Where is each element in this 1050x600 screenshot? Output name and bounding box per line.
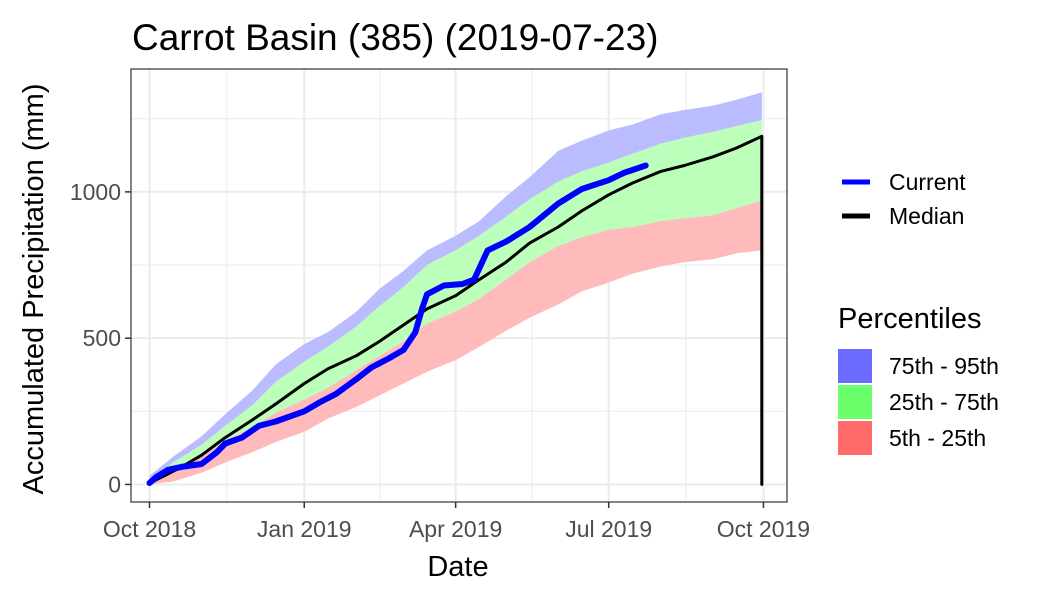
- band-25th-75th: [149, 120, 762, 483]
- chart-title: Carrot Basin (385) (2019-07-23): [132, 17, 658, 58]
- legend-label-current: Current: [889, 169, 966, 195]
- legend: Current Median Percentiles 75th - 95th 25th …: [838, 169, 999, 455]
- x-tick-label: Jan 2019: [257, 516, 352, 542]
- x-tick-label: Oct 2019: [717, 516, 810, 542]
- y-tick-label: 500: [83, 325, 121, 351]
- plot-border: [130, 68, 788, 503]
- x-tick-label: Apr 2019: [409, 516, 502, 542]
- x-tick-label: Oct 2018: [103, 516, 196, 542]
- legend-label-median: Median: [889, 203, 964, 229]
- x-tick-label: Jul 2019: [565, 516, 652, 542]
- legend-percentiles-title: Percentiles: [838, 303, 981, 335]
- legend-label-band-2: 25th - 75th: [889, 389, 999, 415]
- y-axis-title: Accumulated Precipitation (mm): [18, 84, 50, 495]
- series-line-current: [146, 162, 649, 486]
- band-75th-95th: [149, 92, 762, 481]
- legend-swatch-band-3: [838, 421, 872, 455]
- legend-label-band-1: 75th - 95th: [889, 353, 999, 379]
- series-line-median: [148, 134, 764, 486]
- y-tick-label: 0: [108, 471, 121, 497]
- legend-label-band-3: 5th - 25th: [889, 425, 986, 451]
- legend-swatch-band-2: [838, 385, 872, 419]
- plot-area: [130, 68, 788, 503]
- legend-swatch-band-1: [838, 349, 872, 383]
- y-tick-label: 1000: [70, 179, 121, 205]
- x-axis-title: Date: [427, 551, 488, 583]
